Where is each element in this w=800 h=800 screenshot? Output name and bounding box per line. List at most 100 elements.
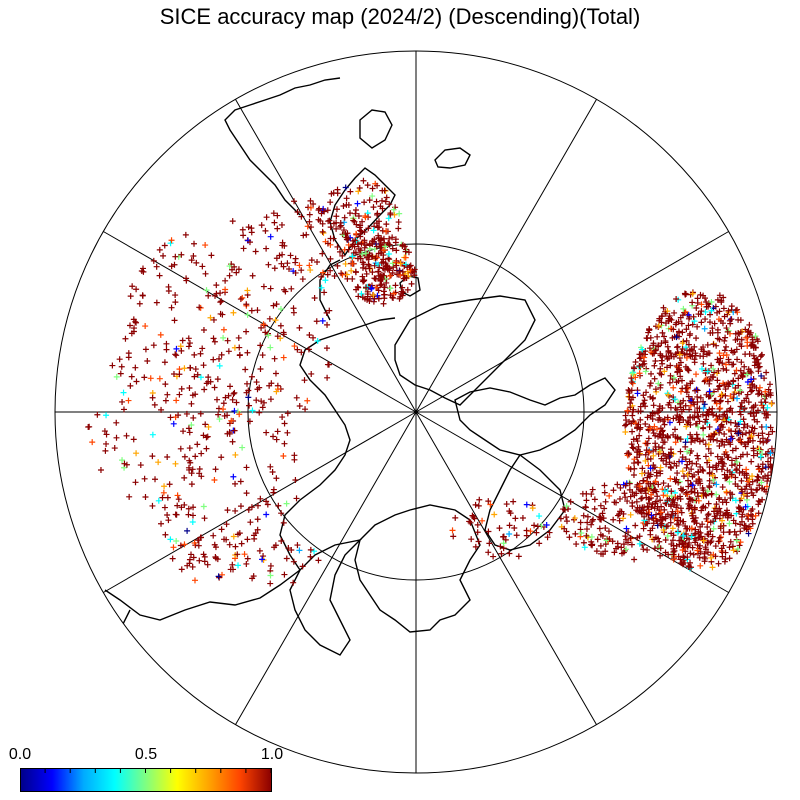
accuracy-point	[747, 368, 754, 375]
accuracy-point	[677, 448, 684, 455]
accuracy-point	[189, 392, 196, 399]
accuracy-point	[728, 471, 735, 478]
accuracy-point	[743, 466, 750, 473]
accuracy-point	[636, 362, 643, 369]
accuracy-point	[609, 538, 616, 545]
accuracy-point	[721, 460, 728, 467]
accuracy-point	[714, 386, 721, 393]
accuracy-point	[713, 491, 720, 498]
accuracy-point	[290, 558, 297, 565]
accuracy-point	[719, 553, 726, 560]
accuracy-point	[178, 251, 185, 258]
accuracy-point	[740, 406, 747, 413]
accuracy-point	[668, 465, 675, 472]
accuracy-point	[659, 354, 666, 361]
accuracy-point	[327, 267, 334, 274]
accuracy-point	[696, 554, 703, 561]
accuracy-point	[635, 459, 642, 466]
accuracy-point	[718, 297, 725, 304]
accuracy-point	[202, 421, 209, 428]
accuracy-point	[308, 257, 315, 264]
accuracy-point	[234, 551, 241, 558]
accuracy-point	[711, 320, 718, 327]
accuracy-point	[597, 542, 604, 549]
accuracy-point	[164, 494, 171, 501]
accuracy-point	[636, 533, 643, 540]
accuracy-point	[667, 475, 674, 482]
accuracy-point	[734, 395, 741, 402]
accuracy-point	[763, 423, 770, 430]
accuracy-point	[736, 542, 743, 549]
accuracy-point	[702, 555, 709, 562]
accuracy-point	[738, 439, 745, 446]
accuracy-point	[101, 428, 108, 435]
accuracy-point	[355, 188, 362, 195]
accuracy-point	[177, 542, 184, 549]
accuracy-point	[256, 547, 263, 554]
accuracy-point	[636, 426, 643, 433]
accuracy-point	[634, 390, 641, 397]
accuracy-point	[677, 314, 684, 321]
accuracy-point	[758, 372, 765, 379]
accuracy-point	[710, 518, 717, 525]
accuracy-point	[172, 299, 179, 306]
accuracy-point	[235, 562, 242, 569]
accuracy-point	[164, 391, 171, 398]
accuracy-point	[149, 431, 156, 438]
accuracy-point	[735, 375, 742, 382]
accuracy-point	[651, 423, 658, 430]
accuracy-point	[727, 495, 734, 502]
accuracy-point	[706, 388, 713, 395]
accuracy-point	[744, 451, 751, 458]
accuracy-point	[275, 502, 282, 509]
accuracy-point	[700, 431, 707, 438]
accuracy-point	[317, 217, 324, 224]
accuracy-point	[753, 410, 760, 417]
accuracy-point	[613, 499, 620, 506]
accuracy-point	[746, 429, 753, 436]
accuracy-point	[732, 307, 739, 314]
accuracy-point	[668, 530, 675, 537]
accuracy-point	[767, 424, 774, 431]
accuracy-point	[230, 390, 237, 397]
accuracy-point	[144, 357, 151, 364]
accuracy-point	[716, 496, 723, 503]
accuracy-point	[710, 436, 717, 443]
accuracy-point	[218, 298, 225, 305]
accuracy-point	[491, 511, 498, 518]
accuracy-point	[350, 217, 357, 224]
accuracy-point	[712, 543, 719, 550]
accuracy-point	[685, 505, 692, 512]
accuracy-point	[577, 526, 584, 533]
accuracy-point	[685, 315, 692, 322]
accuracy-point	[677, 388, 684, 395]
accuracy-point	[468, 536, 475, 543]
accuracy-point	[667, 362, 674, 369]
accuracy-point	[284, 410, 291, 417]
accuracy-point	[184, 527, 191, 534]
accuracy-point	[704, 488, 711, 495]
accuracy-point	[387, 285, 394, 292]
accuracy-point	[270, 210, 277, 217]
accuracy-point	[156, 272, 163, 279]
accuracy-point	[379, 197, 386, 204]
alaska-coast	[289, 538, 363, 656]
accuracy-point	[155, 497, 162, 504]
accuracy-point	[200, 362, 207, 369]
accuracy-point	[651, 350, 658, 357]
accuracy-point	[380, 300, 387, 307]
accuracy-point	[374, 182, 381, 189]
accuracy-point	[685, 477, 692, 484]
accuracy-point	[697, 529, 704, 536]
accuracy-point	[672, 478, 679, 485]
accuracy-point	[191, 577, 198, 584]
accuracy-point	[643, 389, 650, 396]
accuracy-point	[678, 487, 685, 494]
accuracy-point	[630, 406, 637, 413]
accuracy-point	[679, 546, 686, 553]
accuracy-point	[326, 217, 333, 224]
accuracy-point	[534, 523, 541, 530]
accuracy-point	[674, 495, 681, 502]
accuracy-point	[765, 431, 772, 438]
accuracy-point	[689, 378, 696, 385]
